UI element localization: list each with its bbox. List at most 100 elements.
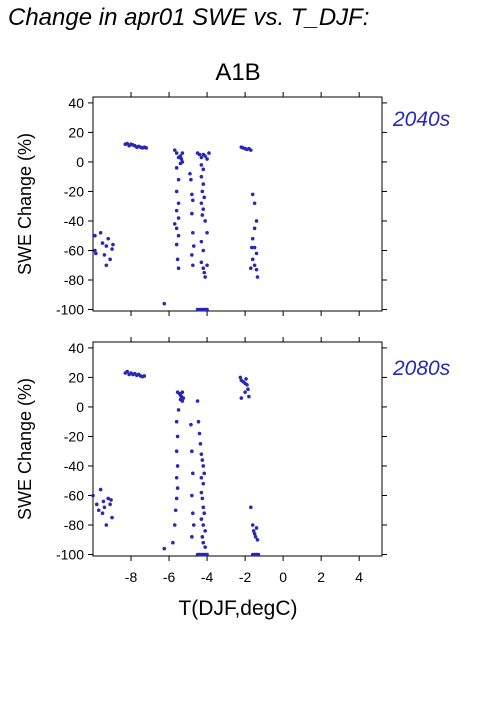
panel-2040s-frame bbox=[92, 96, 383, 312]
data-point bbox=[247, 394, 251, 399]
x-axis-title: T(DJF,degC) bbox=[178, 597, 297, 620]
data-point bbox=[243, 390, 247, 394]
data-point bbox=[109, 498, 113, 502]
data-point bbox=[201, 481, 206, 486]
data-point bbox=[252, 201, 257, 206]
data-point bbox=[104, 244, 109, 248]
data-point bbox=[205, 307, 209, 312]
data-point bbox=[205, 230, 209, 235]
data-point bbox=[256, 552, 261, 557]
data-point bbox=[201, 248, 206, 253]
data-point bbox=[93, 233, 97, 238]
data-point bbox=[178, 161, 183, 166]
data-point bbox=[174, 419, 179, 424]
data-point bbox=[108, 257, 112, 262]
data-point bbox=[100, 241, 105, 245]
data-point bbox=[250, 523, 255, 527]
y-tick-label: -40 bbox=[64, 213, 84, 229]
data-point bbox=[249, 245, 254, 250]
panel-2040s-ylabel: SWE Change (%) bbox=[15, 133, 35, 275]
data-point bbox=[102, 253, 107, 257]
data-point bbox=[252, 226, 257, 231]
data-point bbox=[205, 157, 209, 161]
data-point bbox=[255, 537, 260, 542]
data-point bbox=[199, 174, 204, 179]
data-point bbox=[162, 301, 167, 306]
data-point bbox=[201, 167, 206, 172]
data-point bbox=[176, 408, 181, 412]
data-point bbox=[172, 523, 177, 527]
data-point bbox=[98, 487, 103, 492]
data-point bbox=[110, 247, 114, 251]
data-point bbox=[191, 198, 195, 203]
data-point bbox=[106, 236, 111, 241]
data-point bbox=[179, 157, 184, 161]
data-point bbox=[244, 377, 248, 381]
data-point bbox=[199, 239, 204, 244]
panel-2080s-ylabel: SWE Change (%) bbox=[15, 378, 35, 520]
data-point bbox=[111, 242, 115, 247]
y-tick-label: -100 bbox=[56, 547, 84, 563]
y-tick-label: 0 bbox=[76, 154, 84, 170]
data-point bbox=[190, 211, 194, 216]
data-point bbox=[252, 245, 257, 250]
data-point bbox=[175, 257, 180, 262]
data-point bbox=[189, 177, 193, 182]
y-tick-label: -80 bbox=[64, 272, 84, 288]
y-tick-label: -20 bbox=[64, 183, 84, 199]
data-point bbox=[178, 154, 183, 158]
data-point bbox=[203, 154, 207, 158]
data-point bbox=[104, 523, 109, 527]
data-point bbox=[250, 257, 255, 262]
y-tick-label: 40 bbox=[68, 340, 84, 356]
data-point bbox=[110, 515, 114, 520]
data-point bbox=[199, 517, 204, 521]
data-point bbox=[245, 383, 249, 387]
data-point bbox=[249, 505, 253, 510]
data-point bbox=[199, 201, 204, 206]
data-point bbox=[144, 146, 149, 150]
data-point bbox=[171, 540, 175, 545]
data-point bbox=[175, 434, 180, 439]
data-point bbox=[200, 189, 205, 194]
data-point bbox=[178, 397, 183, 402]
data-point bbox=[253, 535, 258, 539]
data-point bbox=[180, 151, 185, 155]
data-point bbox=[203, 219, 207, 223]
y-tick-label: -100 bbox=[56, 302, 84, 318]
data-point bbox=[195, 399, 200, 403]
data-point bbox=[176, 216, 181, 220]
data-point bbox=[254, 219, 259, 223]
data-point bbox=[191, 263, 195, 268]
data-point bbox=[189, 422, 193, 427]
data-point bbox=[181, 396, 186, 400]
data-point bbox=[190, 449, 194, 454]
data-point bbox=[249, 148, 253, 152]
data-point bbox=[190, 535, 194, 539]
data-point bbox=[174, 242, 179, 247]
y-tick-label: -40 bbox=[64, 458, 84, 474]
data-point bbox=[199, 452, 204, 456]
data-point bbox=[200, 458, 205, 462]
data-point bbox=[254, 267, 259, 272]
data-point bbox=[201, 464, 206, 468]
y-tick-label: 0 bbox=[76, 399, 84, 415]
data-point bbox=[250, 236, 255, 241]
data-point bbox=[200, 496, 205, 501]
data-point bbox=[188, 171, 192, 176]
data-point bbox=[191, 511, 195, 515]
data-point bbox=[201, 523, 206, 527]
data-point bbox=[93, 248, 97, 253]
data-point bbox=[142, 374, 147, 378]
data-point bbox=[201, 266, 206, 271]
panel-2040s: 40 20 0 -20 -40 -60 -80 -100 2040s SWE Change (… bbox=[15, 92, 451, 318]
data-point bbox=[255, 275, 260, 279]
x-tick-label: 0 bbox=[279, 569, 287, 585]
data-point bbox=[174, 166, 179, 170]
data-point bbox=[205, 263, 209, 268]
data-point bbox=[96, 508, 101, 513]
y-tick-label: 20 bbox=[68, 369, 84, 385]
x-tick-label: 2 bbox=[317, 569, 325, 585]
main-title: Change in apr01 SWE vs. T_DJF: bbox=[8, 4, 370, 31]
